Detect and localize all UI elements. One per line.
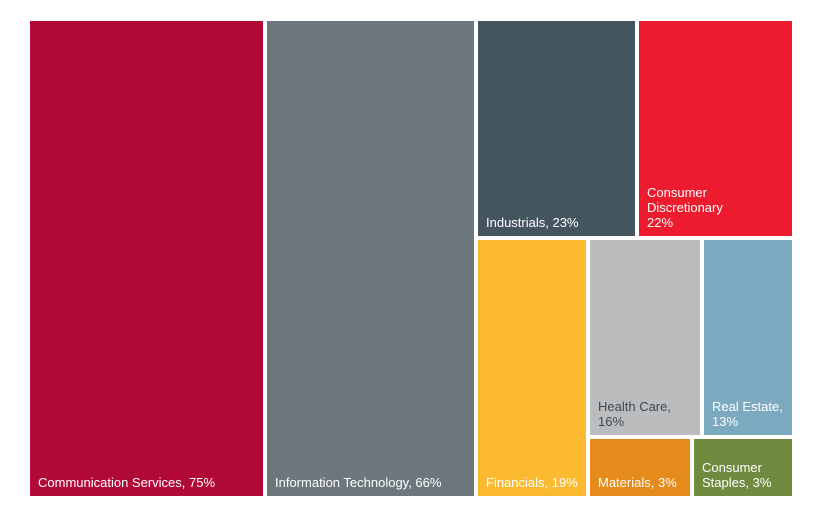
tile-label-health-care: Health Care, 16% [598, 399, 671, 429]
tile-label-information-technology: Information Technology, 66% [275, 475, 442, 490]
tile-label-communication-services: Communication Services, 75% [38, 475, 216, 490]
tile-label-materials: Materials, 3% [598, 475, 677, 490]
tile-label-consumer-discretionary: Consumer Discretionary 22% [647, 185, 723, 230]
tile-label-consumer-staples: Consumer Staples, 3% [702, 460, 772, 490]
tile-consumer-staples: Consumer Staples, 3% [694, 439, 792, 496]
tile-label-industrials: Industrials, 23% [486, 215, 579, 230]
tile-information-technology: Information Technology, 66% [267, 21, 474, 496]
tile-label-real-estate: Real Estate, 13% [712, 399, 783, 429]
tile-industrials: Industrials, 23% [478, 21, 635, 236]
tile-label-financials: Financials, 19% [486, 475, 578, 490]
tile-real-estate: Real Estate, 13% [704, 240, 792, 435]
tile-financials: Financials, 19% [478, 240, 586, 496]
tile-health-care: Health Care, 16% [590, 240, 700, 435]
tile-communication-services: Communication Services, 75% [30, 21, 263, 496]
tile-materials: Materials, 3% [590, 439, 690, 496]
tile-consumer-discretionary: Consumer Discretionary 22% [639, 21, 792, 236]
